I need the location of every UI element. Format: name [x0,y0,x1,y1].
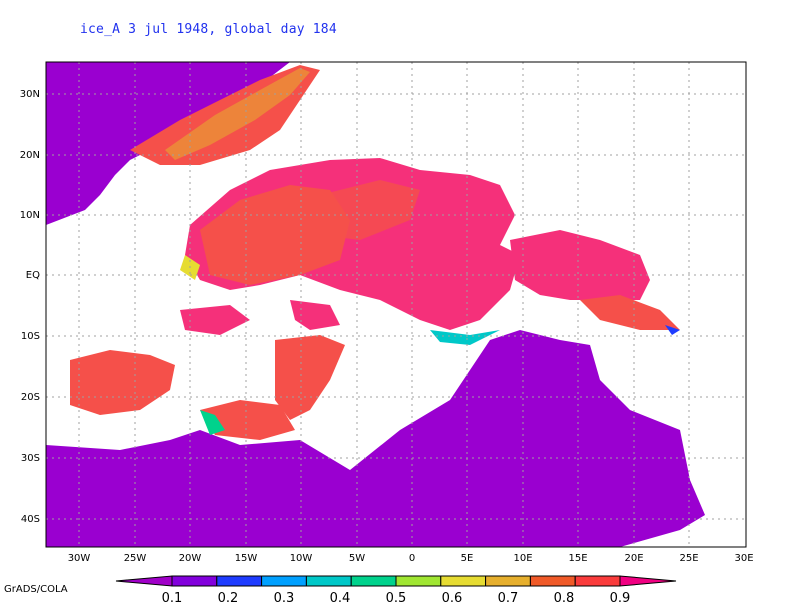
colorbar: 0.1 0.2 0.3 0.4 0.5 0.6 0.7 0.8 0.9 [115,575,677,606]
lon-label: 30E [734,553,753,564]
map-title: ice_A 3 jul 1948, global day 184 [80,22,337,37]
colorbar-segment [171,575,218,587]
field-layer [46,62,705,547]
colorbar-label: 0.9 [610,591,631,606]
colorbar-segment [350,575,397,587]
lon-label: 25W [124,553,147,564]
region-low-west [46,455,90,510]
colorbar-label: 0.1 [162,591,183,606]
lat-label: 30N [20,89,40,100]
lon-label: 10E [513,553,532,564]
colorbar-label: 0.8 [554,591,575,606]
region-islands-2 [290,300,340,330]
lon-label: 25E [679,553,698,564]
colorbar-segment [529,575,576,587]
region-high-east [510,230,650,300]
colorbar-label: 0.2 [218,591,239,606]
lat-label: 10N [20,210,40,221]
lat-label: 30S [21,453,40,464]
region-east-tail [580,295,680,330]
lon-label: 15E [568,553,587,564]
colorbar-label: 0.7 [498,591,519,606]
lat-label: 40S [21,514,40,525]
lon-label: 10W [290,553,313,564]
colorbar-segment [305,575,352,587]
fringe-cyan [430,330,500,345]
region-mid-streak [300,180,420,240]
lat-label: 20S [21,392,40,403]
gridlines [46,62,746,547]
fringe-blue [665,325,680,335]
lon-label: 15W [235,553,258,564]
lat-label: 10S [21,331,40,342]
lat-axis: 30N 20N 10N EQ 10S 20S 30S 40S [20,89,40,525]
region-north-edge [165,68,310,160]
lon-label: 20W [179,553,202,564]
lon-label: 5E [461,553,474,564]
colorbar-segment [574,575,621,587]
lon-label: 20E [624,553,643,564]
colorbar-label: 0.3 [274,591,295,606]
colorbar-label: 0.4 [330,591,351,606]
region-high-southwest [70,350,175,415]
lon-axis: 30W 25W 20W 15W 10W 5W 0 5E 10E 15E 20E … [68,553,754,564]
fringe-green [200,410,225,435]
colorbar-segment [440,575,487,587]
lat-label: EQ [26,270,40,281]
lon-label: 0 [409,553,415,564]
region-low-south [46,330,705,547]
lat-label: 20N [20,150,40,161]
colorbar-segment [395,575,442,587]
colorbar-segment [619,575,677,587]
region-islands [180,305,250,335]
credit-label: GrADS/COLA [4,584,68,595]
colorbar-segment [485,575,531,587]
colorbar-segment [261,575,307,587]
region-high-southcentral [275,335,345,420]
lon-label: 30W [68,553,91,564]
lon-label: 5W [349,553,365,564]
colorbar-label: 0.6 [442,591,463,606]
plot-frame [45,61,747,548]
colorbar-segment [115,575,173,587]
colorbar-label: 0.5 [386,591,407,606]
colorbar-segment [216,575,263,587]
